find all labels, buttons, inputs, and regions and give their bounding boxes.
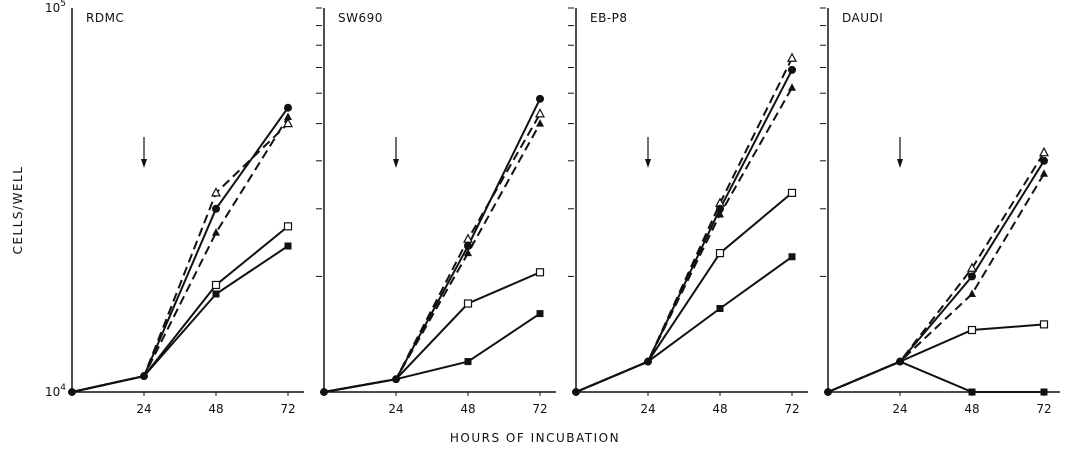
data-point-filled-square (896, 357, 904, 366)
data-point-open-square (787, 188, 797, 197)
series-line-filled-triangle (575, 87, 793, 393)
data-point-open-triangle (967, 262, 977, 272)
data-point-filled-square (140, 372, 148, 380)
data-point-filled-triangle (284, 112, 292, 121)
treatment-arrow-head (141, 159, 147, 168)
data-point-filled-circle (788, 65, 796, 74)
y-tick-label: 105 (45, 0, 66, 15)
data-point-filled-square (536, 310, 544, 318)
series-line-filled-circle (323, 98, 541, 393)
x-tick-label: 72 (532, 402, 547, 416)
x-axis-label: HOURS OF INCUBATION (450, 431, 620, 445)
series-line-filled-circle (71, 107, 289, 393)
series-line-open-triangle (827, 152, 1045, 393)
data-point-filled-square (824, 388, 832, 396)
x-tick-label: 48 (460, 402, 475, 416)
data-point-filled-triangle (536, 119, 544, 127)
x-tick-label: 48 (964, 402, 979, 416)
data-point-filled-square (644, 357, 652, 366)
x-tick-label: 72 (784, 402, 799, 416)
data-point-open-square (463, 299, 473, 308)
series-line-open-triangle (71, 122, 289, 393)
x-tick-label: 48 (712, 402, 727, 416)
data-point-filled-square (788, 253, 796, 261)
data-point-filled-triangle (464, 248, 472, 257)
data-point-open-triangle (283, 117, 293, 128)
series-line-filled-square (827, 360, 1044, 393)
data-point-filled-triangle (788, 83, 796, 91)
data-point-filled-square (284, 242, 292, 250)
data-point-open-triangle (787, 52, 797, 62)
data-point-open-square (211, 280, 221, 290)
data-point-filled-circle (464, 241, 472, 250)
data-point-filled-square (320, 388, 328, 396)
data-point-open-square (1039, 320, 1049, 329)
y-tick-label: 104 (45, 383, 66, 399)
data-point-filled-circle (1040, 156, 1048, 165)
data-point-filled-circle (284, 103, 292, 112)
data-point-open-square (967, 325, 977, 335)
series-line-open-square (71, 225, 289, 393)
series-line-open-triangle (323, 113, 541, 393)
data-point-filled-square (968, 388, 976, 396)
data-point-open-square (715, 248, 725, 258)
data-point-open-triangle (463, 233, 473, 243)
data-point-filled-square (572, 388, 580, 396)
x-tick-label: 24 (892, 402, 907, 416)
data-point-open-triangle (535, 108, 545, 118)
data-point-filled-triangle (212, 228, 220, 236)
series-line-open-square (827, 323, 1045, 393)
x-tick-label: 72 (280, 402, 295, 416)
treatment-arrow-head (645, 159, 651, 168)
data-point-filled-circle (212, 204, 220, 213)
panel-2: 24 48 72 SW690 (320, 7, 574, 416)
x-tick-label: 24 (640, 402, 655, 416)
panel-4: 24 48 72 DAUDI (824, 8, 1060, 416)
x-tick-label: 48 (208, 402, 223, 416)
panel-1: 105 104 24 48 72 RDMC (45, 0, 322, 416)
data-point-open-triangle (211, 187, 221, 197)
data-point-filled-square (1040, 388, 1048, 396)
data-point-filled-square (212, 290, 220, 298)
data-point-filled-circle (968, 272, 976, 281)
y-axis-label: CELLS/WELL (11, 166, 25, 255)
series-line-filled-circle (575, 69, 793, 393)
data-point-filled-square (464, 358, 472, 366)
series-line-open-triangle (575, 57, 793, 393)
data-point-filled-square (716, 304, 724, 312)
data-point-filled-triangle (716, 209, 724, 218)
data-point-filled-triangle (1040, 169, 1048, 177)
data-point-open-triangle (1039, 146, 1049, 157)
panel-title: RDMC (86, 11, 124, 25)
series-line-filled-square (323, 312, 541, 393)
x-tick-label: 24 (388, 402, 403, 416)
series-line-open-square (575, 192, 793, 393)
series-line-filled-square (575, 255, 793, 393)
data-point-open-square (535, 268, 545, 277)
series-line-filled-circle (827, 160, 1045, 393)
data-point-filled-triangle (968, 289, 976, 297)
series-line-filled-triangle (827, 173, 1045, 393)
panel-title: EB-P8 (590, 11, 628, 25)
treatment-arrow-head (897, 159, 903, 168)
x-tick-label: 24 (136, 402, 151, 416)
panel-3: 24 48 72 EB-P8 (572, 7, 826, 416)
series-line-open-square (323, 271, 541, 393)
panel-title: SW690 (338, 11, 383, 25)
treatment-arrow-head (393, 159, 399, 168)
series-line-filled-square (71, 245, 289, 393)
panel-title: DAUDI (842, 11, 883, 25)
data-point-filled-square (392, 375, 400, 383)
data-point-filled-square (68, 388, 76, 396)
data-point-filled-circle (716, 204, 724, 213)
series-line-filled-triangle (71, 116, 289, 393)
data-point-filled-circle (536, 94, 544, 103)
x-tick-label: 72 (1036, 402, 1051, 416)
data-point-open-square (283, 222, 293, 231)
